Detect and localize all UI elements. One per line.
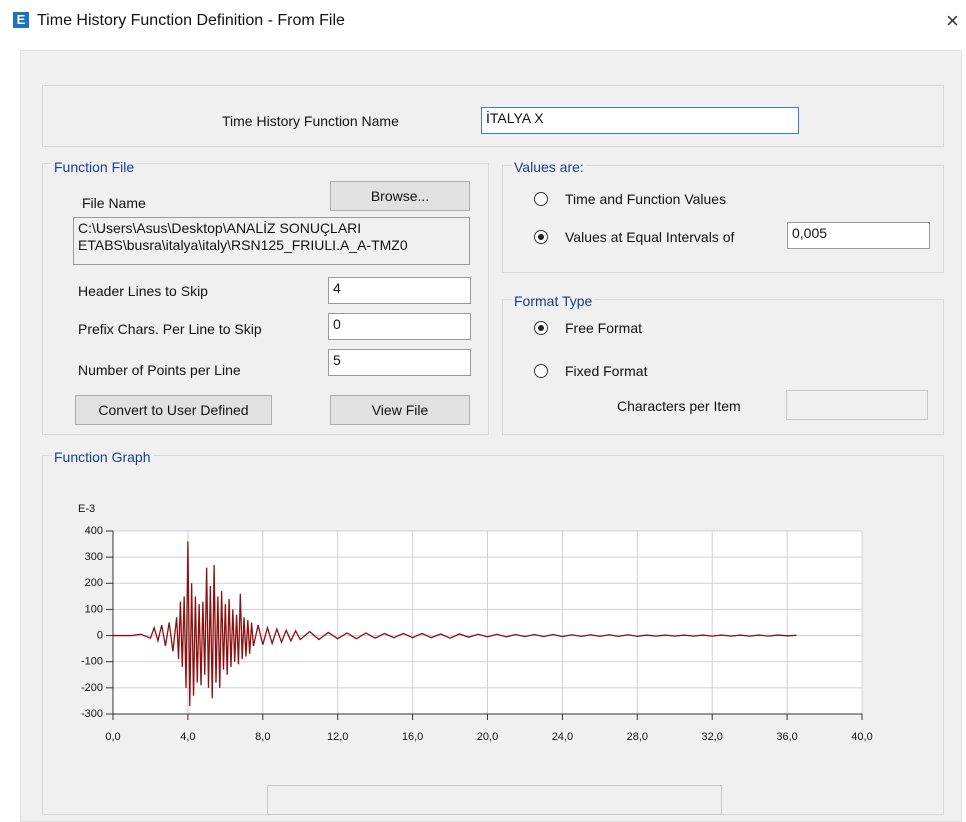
x-tick-label: 28,0 bbox=[627, 731, 648, 743]
y-tick-label: -300 bbox=[81, 708, 103, 720]
x-tick-label: 36,0 bbox=[776, 731, 797, 743]
y-tick-label: -100 bbox=[81, 656, 103, 668]
x-tick-label: 0,0 bbox=[105, 731, 120, 743]
x-tick-label: 8,0 bbox=[255, 731, 270, 743]
y-tick-label: 400 bbox=[85, 525, 103, 537]
y-tick-label: 100 bbox=[85, 603, 103, 615]
y-tick-label: 200 bbox=[85, 577, 103, 589]
x-tick-label: 16,0 bbox=[402, 731, 423, 743]
x-tick-label: 4,0 bbox=[180, 731, 195, 743]
x-tick-label: 12,0 bbox=[327, 731, 348, 743]
x-tick-label: 40,0 bbox=[851, 731, 872, 743]
x-tick-label: 32,0 bbox=[701, 731, 722, 743]
x-tick-label: 20,0 bbox=[477, 731, 498, 743]
y-tick-label: 0 bbox=[97, 629, 103, 641]
x-tick-label: 24,0 bbox=[552, 731, 573, 743]
y-tick-label: -200 bbox=[81, 682, 103, 694]
y-axis-label: E-3 bbox=[78, 503, 95, 515]
y-tick-label: 300 bbox=[85, 551, 103, 563]
page: E Time History Function Definition - Fro… bbox=[0, 0, 966, 805]
